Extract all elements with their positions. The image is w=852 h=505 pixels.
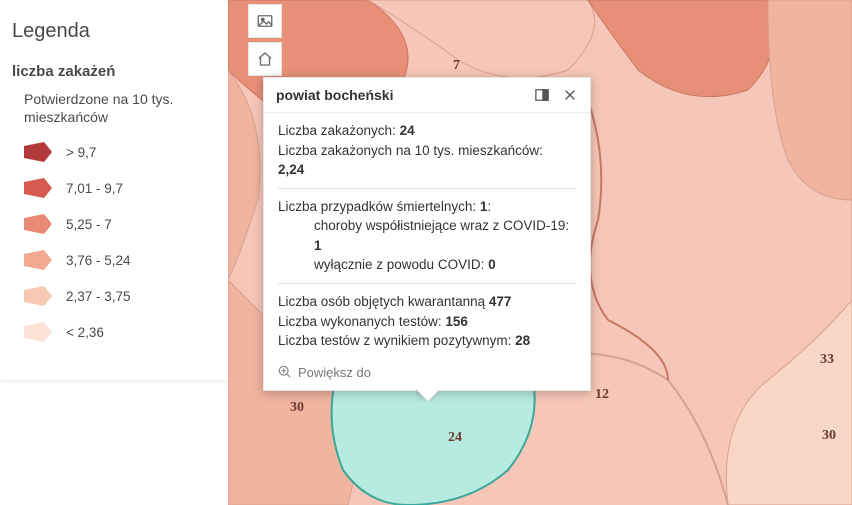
legend-swatch-icon <box>24 322 52 342</box>
legend-label: < 2,36 <box>66 325 104 340</box>
basemap-gallery-button[interactable] <box>248 4 282 38</box>
divider <box>278 188 576 189</box>
popup-body: Liczba zakażonych: 24 Liczba zakażonych … <box>264 113 590 357</box>
region-value-label: 12 <box>595 387 609 403</box>
legend-row: 7,01 - 9,7 <box>16 178 216 198</box>
zoom-to-button[interactable]: Powiększ do <box>264 357 590 390</box>
legend-swatch-icon <box>24 286 52 306</box>
close-icon <box>563 88 577 102</box>
legend-row: < 2,36 <box>16 322 216 342</box>
stat-per10k: Liczba zakażonych na 10 tys. mieszkańców… <box>278 141 576 180</box>
legend-swatch-icon <box>24 214 52 234</box>
legend-label: 3,76 - 5,24 <box>66 253 131 268</box>
popup-pointer <box>416 389 438 401</box>
stat-only-covid: wyłącznie z powodu COVID: 0 <box>278 255 576 275</box>
legend-swatch-icon <box>24 250 52 270</box>
legend-row: 3,76 - 5,24 <box>16 250 216 270</box>
region-value-label: 33 <box>820 352 834 368</box>
feature-popup: powiat bocheński Liczba zakażonych: 24 L… <box>263 77 591 391</box>
home-icon <box>256 50 274 68</box>
region-value-label: 30 <box>290 400 304 416</box>
legend-swatch-icon <box>24 178 52 198</box>
stat-comorbid: choroby współistniejące wraz z COVID-19:… <box>278 216 576 255</box>
region-value-label: 7 <box>453 58 460 74</box>
popup-title: powiat bocheński <box>276 87 393 103</box>
legend-subtitle: liczba zakażeń <box>12 63 216 80</box>
image-icon <box>256 12 274 30</box>
legend-panel: Legenda liczba zakażeń Potwierdzone na 1… <box>0 0 228 380</box>
legend-caption: Potwierdzone na 10 tys. mieszkańców <box>24 90 216 126</box>
region-value-label: 30 <box>822 428 836 444</box>
legend-label: 5,25 - 7 <box>66 217 112 232</box>
divider <box>278 283 576 284</box>
stat-quarantine: Liczba osób objętych kwarantanną 477 <box>278 292 576 312</box>
legend-swatch-icon <box>24 142 52 162</box>
home-extent-button[interactable] <box>248 42 282 76</box>
legend-row: 5,25 - 7 <box>16 214 216 234</box>
stat-tests: Liczba wykonanych testów: 156 <box>278 312 576 332</box>
popup-header: powiat bocheński <box>264 78 590 113</box>
legend-title: Legenda <box>12 20 216 43</box>
legend-row: > 9,7 <box>16 142 216 162</box>
legend-label: > 9,7 <box>66 145 96 160</box>
legend-items: > 9,7 7,01 - 9,7 5,25 - 7 3,76 - 5,24 2,… <box>12 142 216 342</box>
stat-infected: Liczba zakażonych: 24 <box>278 121 576 141</box>
close-button[interactable] <box>562 87 578 103</box>
legend-row: 2,37 - 3,75 <box>16 286 216 306</box>
stat-positive: Liczba testów z wynikiem pozytywnym: 28 <box>278 331 576 351</box>
dock-icon <box>535 88 549 102</box>
legend-label: 7,01 - 9,7 <box>66 181 123 196</box>
legend-label: 2,37 - 3,75 <box>66 289 131 304</box>
zoom-in-icon <box>278 365 292 379</box>
zoom-to-label: Powiększ do <box>298 365 371 380</box>
region-value-label: 24 <box>448 430 462 446</box>
dock-button[interactable] <box>534 87 550 103</box>
stat-deaths: Liczba przypadków śmiertelnych: 1: <box>278 197 576 217</box>
